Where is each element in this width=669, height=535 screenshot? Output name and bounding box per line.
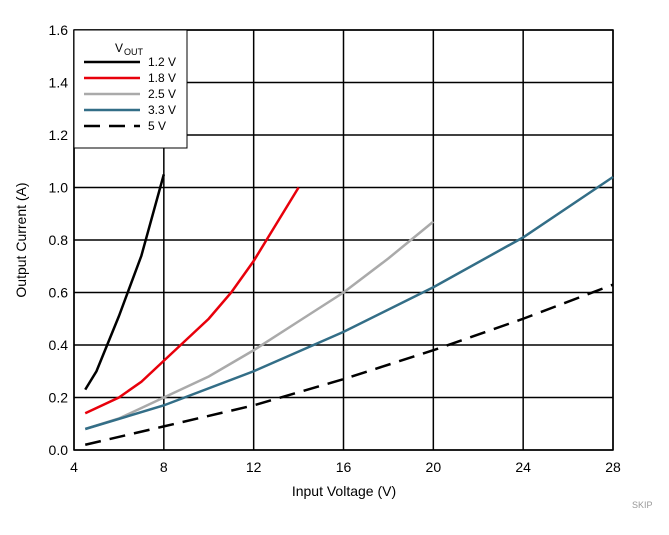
y-tick-label: 1.2 bbox=[49, 127, 69, 143]
y-tick-label: 0.4 bbox=[49, 337, 69, 353]
line-series bbox=[84, 174, 166, 391]
y-tick-label: 0.6 bbox=[49, 285, 69, 301]
annotation: SKIP bbox=[632, 500, 653, 510]
x-tick-label: 20 bbox=[426, 459, 442, 475]
legend-label: 3.3 V bbox=[148, 103, 176, 117]
legend-title: V bbox=[115, 41, 123, 55]
y-axis-label: Output Current (A) bbox=[13, 182, 29, 297]
line-series bbox=[84, 220, 435, 431]
legend-label: 5 V bbox=[148, 119, 166, 133]
x-tick-label: 4 bbox=[70, 459, 78, 475]
x-tick-label: 8 bbox=[160, 459, 168, 475]
legend-box bbox=[73, 29, 188, 149]
legend-title-sub: OUT bbox=[124, 47, 144, 57]
x-tick-label: 16 bbox=[336, 459, 352, 475]
line-series bbox=[84, 186, 300, 415]
y-tick-label: 0.0 bbox=[49, 442, 69, 458]
x-axis-label: Input Voltage (V) bbox=[292, 483, 396, 499]
x-tick-label: 28 bbox=[605, 459, 621, 475]
plot-border bbox=[73, 29, 614, 451]
y-tick-label: 1.4 bbox=[49, 75, 69, 91]
y-tick-label: 1.0 bbox=[49, 180, 69, 196]
y-tick-label: 1.6 bbox=[49, 22, 69, 38]
line-series bbox=[84, 175, 614, 431]
legend-label: 1.8 V bbox=[148, 71, 176, 85]
x-tick-label: 24 bbox=[515, 459, 531, 475]
y-tick-label: 0.2 bbox=[49, 390, 69, 406]
legend-label: 1.2 V bbox=[148, 55, 176, 69]
y-tick-label: 0.8 bbox=[49, 232, 69, 248]
legend-label: 2.5 V bbox=[148, 87, 176, 101]
line-series bbox=[84, 283, 614, 446]
x-tick-label: 12 bbox=[246, 459, 262, 475]
